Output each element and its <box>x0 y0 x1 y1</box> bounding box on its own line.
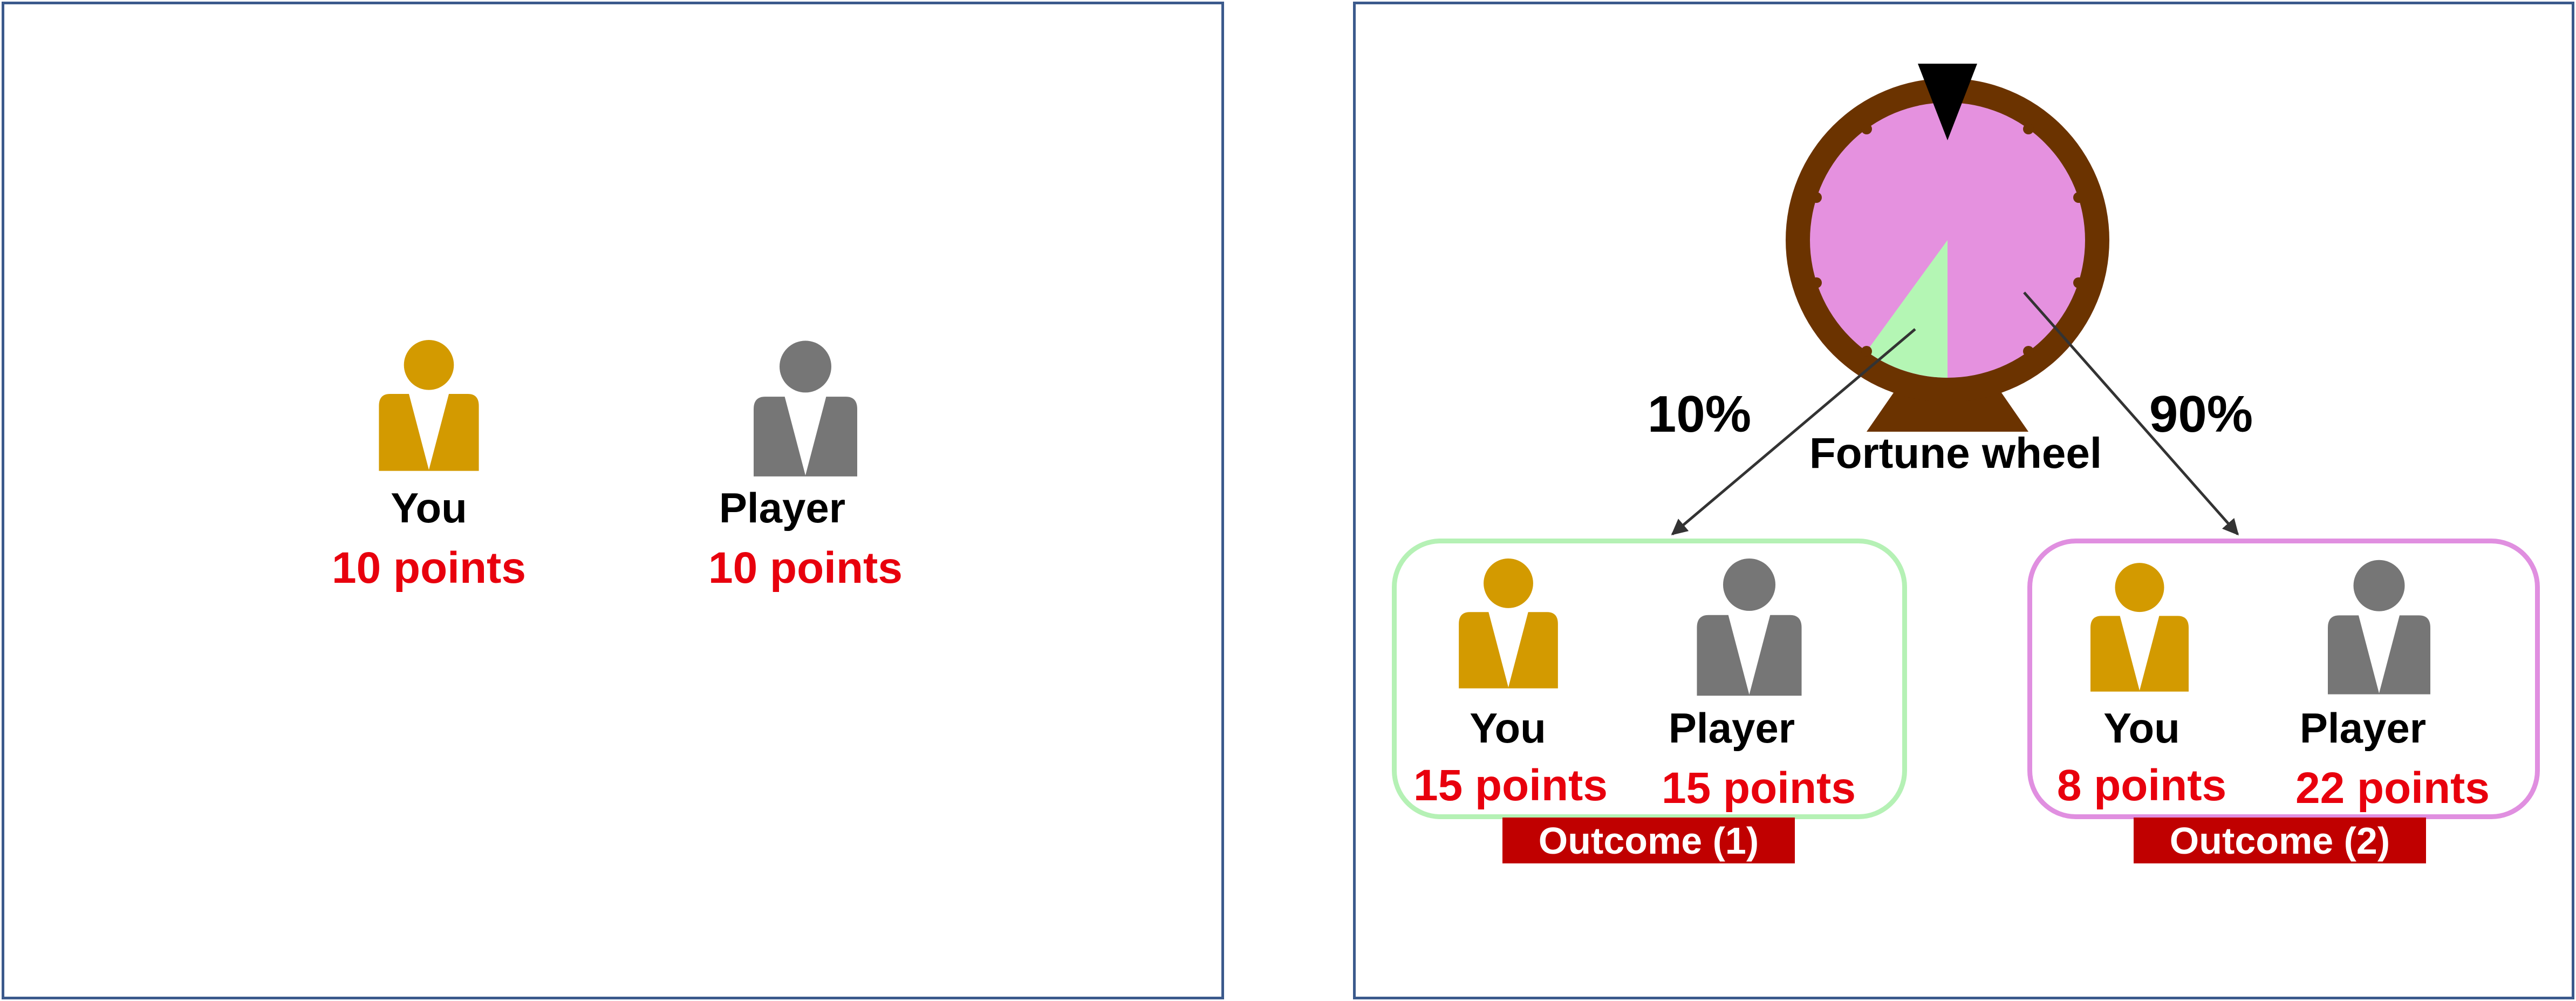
outcome-1-you-person-icon <box>1459 559 1558 689</box>
outcome-1-player-label: Player <box>1668 704 1795 752</box>
you-points: 10 points <box>332 543 526 593</box>
triangle-pointer-icon <box>1918 64 1977 140</box>
outcome-2-player-label: Player <box>2299 704 2427 752</box>
outcome-1-player-points: 15 points <box>1662 764 1856 813</box>
you-label: You <box>391 484 467 532</box>
outcome-2-player-points: 22 points <box>2295 764 2490 813</box>
outcome-1-tag: Outcome (1) <box>1502 818 1795 863</box>
outcome-1-player-person-icon <box>1697 559 1802 696</box>
outcome-2-you-points: 8 points <box>2056 761 2227 810</box>
outcome-2-you-label: You <box>2103 704 2180 752</box>
fortune-wheel-icon <box>1786 64 2109 432</box>
outcome-2-you-person-icon <box>2090 563 2189 692</box>
fortune-wheel-label: Fortune wheel <box>1809 429 2102 477</box>
probability-outcome-2: 90% <box>2149 385 2253 443</box>
player-points: 10 points <box>708 543 903 593</box>
probability-outcome-1: 10% <box>1647 385 1752 443</box>
outcome-1-you-points: 15 points <box>1413 761 1608 810</box>
initial-state-panel <box>2 2 1224 999</box>
outcome-2-player-person-icon <box>2328 560 2430 694</box>
outcome-1-you-label: You <box>1470 704 1546 752</box>
you-person-icon <box>379 340 479 471</box>
player-person-icon <box>754 341 857 476</box>
player-label: Player <box>719 484 846 532</box>
outcome-2-tag: Outcome (2) <box>2134 818 2426 863</box>
